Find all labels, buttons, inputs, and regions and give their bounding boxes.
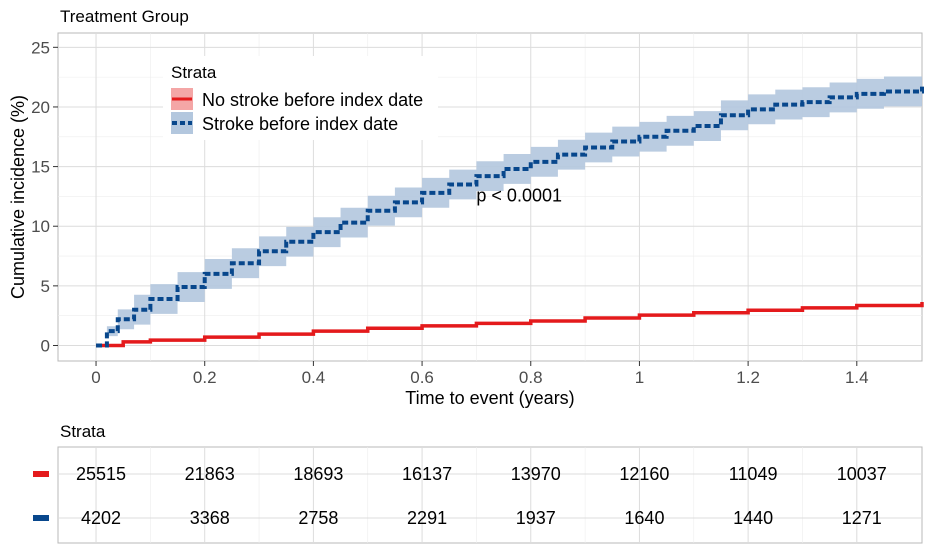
p-value-annotation: p < 0.0001 [476,186,562,206]
plot-panel: p < 0.0001 [57,32,924,362]
x-tick-label: 0.8 [519,368,543,387]
risk-table-cell: 11049 [729,464,778,484]
x-tick-label: 1 [635,368,644,387]
y-tick-label: 5 [41,277,50,296]
y-axis-label: Cumulative incidence (%) [8,95,28,299]
risk-table-cell: 1640 [624,508,664,528]
x-axis-label: Time to event (years) [405,388,574,408]
risk-table-cell: 1440 [733,508,773,528]
risk-table-cell: 18693 [293,464,343,484]
legend-background [163,56,438,140]
risk-table-panel [57,446,923,544]
series-line-stroke [96,86,924,348]
risk-table-title: Strata [60,422,106,441]
risk-table: 25515 21863 18693 16137 13970 12160 11049 10037… [33,446,923,544]
x-tick-label: 0.4 [302,368,326,387]
risk-table-cell: 12160 [619,464,669,484]
risk-table-grid [58,447,922,543]
risk-table-cell: 2758 [298,508,338,528]
risk-table-cell: 1937 [516,508,556,528]
y-tick-label: 20 [31,98,50,117]
x-axis-ticks: 0 0.2 0.4 0.6 0.8 1 1.2 1.4 [91,361,869,387]
risk-table-cell: 21863 [185,464,235,484]
legend-title: Strata [171,63,217,82]
legend-label-stroke: Stroke before index date [202,114,398,134]
y-tick-label: 0 [41,336,50,355]
legend-label-no-stroke: No stroke before index date [202,90,423,110]
x-tick-label: 1.2 [736,368,760,387]
legend: Strata No stroke before index date Strok… [163,56,438,140]
ci-band-stroke [96,71,923,346]
risk-table-cell: 2291 [407,508,447,528]
series-lines [96,86,924,348]
y-tick-label: 15 [31,158,50,177]
chart-title: Treatment Group [60,7,189,26]
risk-table-rows: 25515 21863 18693 16137 13970 12160 11049 10037… [33,464,887,528]
x-tick-label: 1.4 [845,368,869,387]
y-axis-ticks: 0 5 10 15 20 25 [31,38,58,355]
risk-table-cell: 3368 [190,508,230,528]
x-tick-label: 0.2 [193,368,217,387]
risk-table-cell: 4202 [81,508,121,528]
risk-table-cell: 13970 [511,464,561,484]
y-tick-label: 10 [31,217,50,236]
x-tick-label: 0.6 [410,368,434,387]
y-tick-label: 25 [31,38,50,57]
series-line-no-stroke [96,301,924,348]
risk-table-cell: 1271 [842,508,882,528]
risk-table-cell: 10037 [837,464,887,484]
risk-table-cell: 25515 [76,464,126,484]
risk-table-cell: 16137 [402,464,452,484]
x-tick-label: 0 [91,368,100,387]
